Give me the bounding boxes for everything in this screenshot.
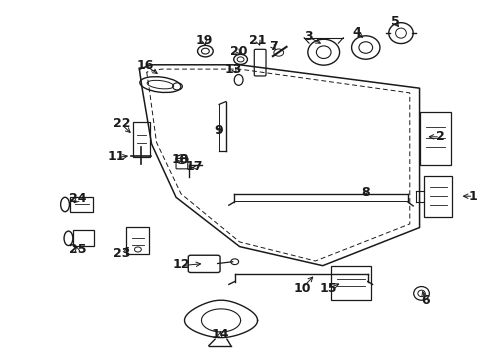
Text: 17: 17 [185,160,203,173]
Text: 10: 10 [293,282,310,294]
Text: 2: 2 [435,130,444,143]
Text: 13: 13 [224,63,242,76]
Text: 18: 18 [171,153,188,166]
Text: 6: 6 [420,294,429,307]
Text: 11: 11 [107,150,125,163]
Text: 3: 3 [303,30,312,42]
Text: 5: 5 [390,15,399,28]
Text: 25: 25 [68,243,86,256]
Text: 20: 20 [229,45,247,58]
Text: 7: 7 [269,40,278,53]
Text: 12: 12 [172,258,189,271]
Text: 24: 24 [68,192,86,205]
Text: 4: 4 [352,26,361,39]
Text: 1: 1 [468,190,477,203]
Text: 22: 22 [112,117,130,130]
Text: 9: 9 [214,124,223,137]
Text: 16: 16 [137,59,154,72]
Text: 21: 21 [249,34,266,47]
Text: 14: 14 [211,328,228,341]
Text: 19: 19 [195,34,213,47]
Text: 8: 8 [361,186,369,199]
Text: 15: 15 [319,282,337,294]
Text: 23: 23 [112,247,130,260]
